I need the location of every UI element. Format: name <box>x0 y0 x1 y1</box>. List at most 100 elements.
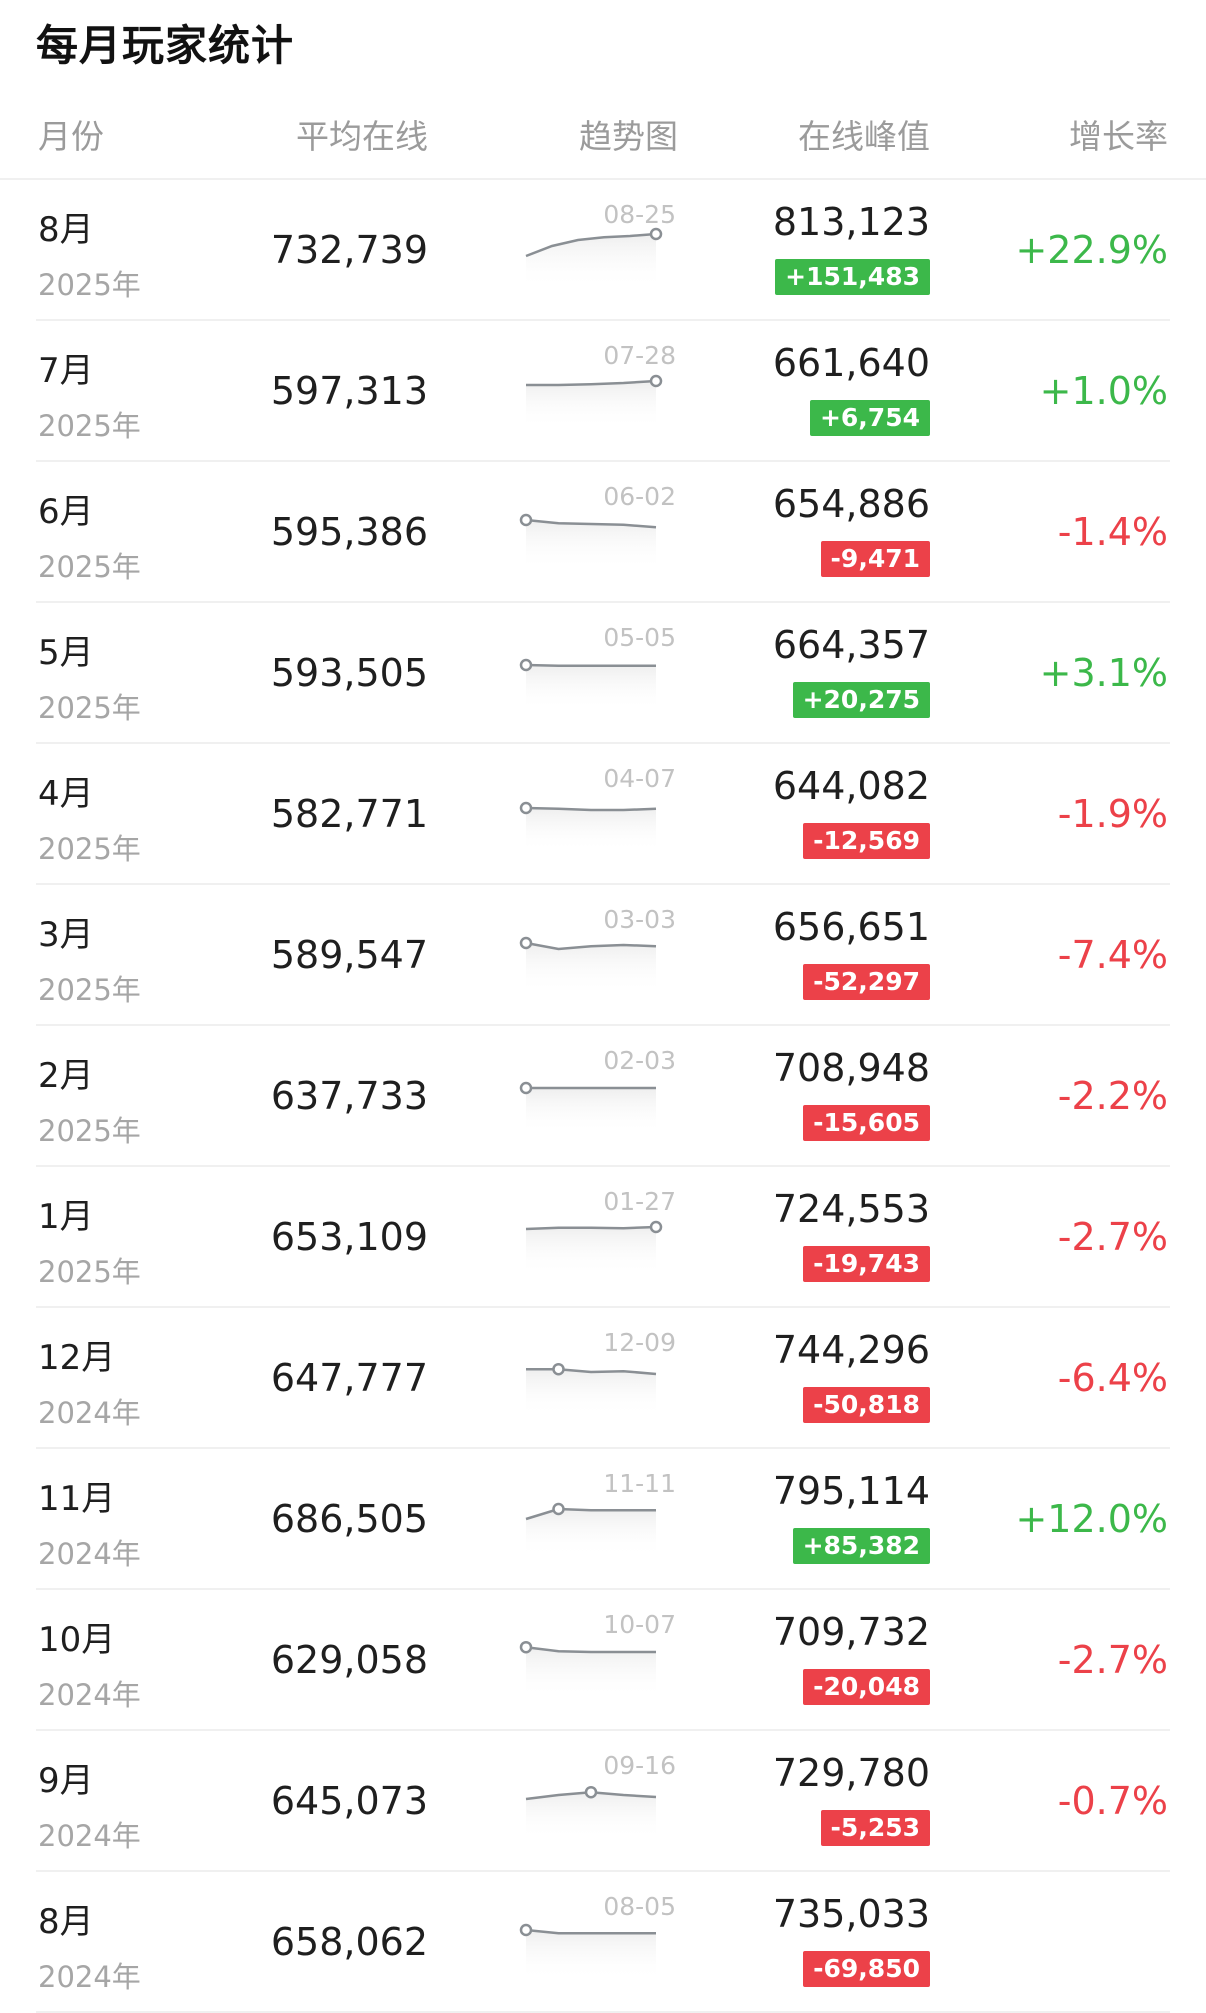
row-year: 2024年 <box>38 1537 141 1571</box>
row-avg-online: 593,505 <box>270 651 428 695</box>
peak-date-label: 08-25 <box>603 200 676 229</box>
table-row[interactable]: 7月 2025年 597,313 07-28 661,640 +6,754 +1… <box>0 321 1206 462</box>
row-peak-online: 654,886 <box>772 482 930 526</box>
row-year: 2025年 <box>38 691 141 725</box>
sparkline-chart <box>519 801 657 852</box>
table-row[interactable]: 8月 2024年 658,062 08-05 735,033 -69,850 <box>0 1872 1206 2013</box>
trend-sparkline: 05-05 <box>518 623 678 723</box>
sparkline-area <box>526 234 656 288</box>
row-avg-online: 582,771 <box>270 792 428 836</box>
trend-sparkline: 02-03 <box>518 1046 678 1146</box>
table-row[interactable]: 2月 2025年 637,733 02-03 708,948 -15,605 -… <box>0 1026 1206 1167</box>
row-peak-online: 729,780 <box>772 1751 930 1795</box>
row-growth-rate: +1.0% <box>1039 369 1168 413</box>
peak-date-label: 09-16 <box>603 1751 676 1780</box>
peak-change-badge: -50,818 <box>803 1387 930 1423</box>
row-year: 2025年 <box>38 832 141 866</box>
sparkline-area <box>526 1792 656 1839</box>
row-month: 11月 <box>38 1479 116 1519</box>
peak-change-badge: -5,253 <box>820 1810 930 1846</box>
row-growth-rate: -1.9% <box>1057 792 1168 836</box>
sparkline-line <box>525 1928 656 1935</box>
sparkline-chart <box>525 227 663 288</box>
sparkline-area <box>526 520 656 570</box>
row-year: 2025年 <box>38 268 141 302</box>
peak-date-label: 07-28 <box>603 341 676 370</box>
row-peak-online: 813,123 <box>772 200 930 244</box>
trend-sparkline: 08-25 <box>518 200 678 300</box>
peak-change-badge: -15,605 <box>803 1105 930 1141</box>
sparkline-chart <box>525 1220 663 1275</box>
sparkline-peak-point <box>552 1362 565 1376</box>
page-title: 每月玩家统计 <box>36 21 295 70</box>
peak-date-label: 10-07 <box>603 1610 676 1639</box>
row-growth-rate: -0.7% <box>1057 1779 1168 1823</box>
row-month: 5月 <box>38 633 94 673</box>
table-row[interactable]: 1月 2025年 653,109 01-27 724,553 -19,743 -… <box>0 1167 1206 1308</box>
peak-date-label: 05-05 <box>603 623 676 652</box>
column-header-growth[interactable]: 增长率 <box>1069 117 1168 156</box>
trend-sparkline: 08-05 <box>518 1892 678 1992</box>
row-peak-online: 664,357 <box>772 623 930 667</box>
sparkline-chart <box>519 1923 656 1980</box>
peak-date-label: 02-03 <box>603 1046 676 1075</box>
table-row[interactable]: 9月 2024年 645,073 09-16 729,780 -5,253 -0… <box>0 1731 1206 1872</box>
peak-date-label: 03-03 <box>603 905 676 934</box>
row-year: 2025年 <box>38 1255 141 1289</box>
row-peak-online: 744,296 <box>772 1328 930 1372</box>
trend-sparkline: 03-03 <box>518 905 678 1005</box>
row-month: 1月 <box>38 1197 94 1237</box>
row-divider <box>36 1729 1170 1731</box>
table-row[interactable]: 5月 2025年 593,505 05-05 664,357 +20,275 +… <box>0 603 1206 744</box>
table-row[interactable]: 10月 2024年 629,058 10-07 709,732 -20,048 … <box>0 1590 1206 1731</box>
row-divider <box>36 1870 1170 1872</box>
trend-sparkline: 10-07 <box>518 1610 678 1710</box>
row-avg-online: 637,733 <box>270 1074 428 1118</box>
sparkline-peak-point <box>649 374 663 388</box>
sparkline-area <box>526 1509 656 1557</box>
row-peak-online: 735,033 <box>772 1892 930 1936</box>
sparkline-line <box>526 1367 657 1376</box>
table-row[interactable]: 12月 2024年 647,777 12-09 744,296 -50,818 … <box>0 1308 1206 1449</box>
sparkline-peak-point <box>519 658 533 672</box>
row-month: 4月 <box>38 774 94 814</box>
trend-sparkline: 09-16 <box>518 1751 678 1851</box>
row-divider <box>36 1306 1170 1308</box>
row-month: 2月 <box>38 1056 94 1096</box>
row-month: 7月 <box>38 351 94 391</box>
table-row[interactable]: 8月 2025年 732,739 08-25 813,123 +151,483 … <box>0 180 1206 321</box>
sparkline-chart <box>525 1502 656 1557</box>
peak-change-badge: +85,382 <box>792 1528 930 1564</box>
sparkline-line <box>525 232 657 258</box>
peak-change-badge: -69,850 <box>803 1951 930 1987</box>
sparkline-chart <box>519 513 657 570</box>
sparkline-area <box>526 1647 656 1698</box>
row-avg-online: 629,058 <box>270 1638 428 1682</box>
table-row[interactable]: 3月 2025年 589,547 03-03 656,651 -52,297 -… <box>0 885 1206 1026</box>
row-avg-online: 595,386 <box>270 510 428 554</box>
peak-change-badge: -9,471 <box>820 541 930 577</box>
table-row[interactable]: 4月 2025年 582,771 04-07 644,082 -12,569 -… <box>0 744 1206 885</box>
row-avg-online: 647,777 <box>270 1356 428 1400</box>
sparkline-chart <box>519 1640 656 1698</box>
row-peak-online: 795,114 <box>772 1469 930 1513</box>
sparkline-peak-point <box>519 1923 533 1937</box>
row-divider <box>36 601 1170 603</box>
column-header-peak-online[interactable]: 在线峰值 <box>798 117 930 156</box>
row-growth-rate: +12.0% <box>1015 1497 1168 1541</box>
row-year: 2025年 <box>38 550 141 584</box>
row-avg-online: 589,547 <box>270 933 428 977</box>
sparkline-area <box>526 943 656 993</box>
row-year: 2025年 <box>38 409 141 443</box>
column-header-avg-online[interactable]: 平均在线 <box>296 117 428 156</box>
sparkline-peak-point <box>552 1502 565 1516</box>
column-header-month[interactable]: 月份 <box>38 117 104 156</box>
row-peak-online: 644,082 <box>772 764 930 808</box>
row-peak-online: 661,640 <box>772 341 930 385</box>
peak-date-label: 04-07 <box>603 764 676 793</box>
peak-date-label: 01-27 <box>603 1187 676 1216</box>
row-growth-rate: -1.4% <box>1057 510 1168 554</box>
table-row[interactable]: 6月 2025年 595,386 06-02 654,886 -9,471 -1… <box>0 462 1206 603</box>
table-row[interactable]: 11月 2024年 686,505 11-11 795,114 +85,382 … <box>0 1449 1206 1590</box>
sparkline-line <box>525 518 657 529</box>
